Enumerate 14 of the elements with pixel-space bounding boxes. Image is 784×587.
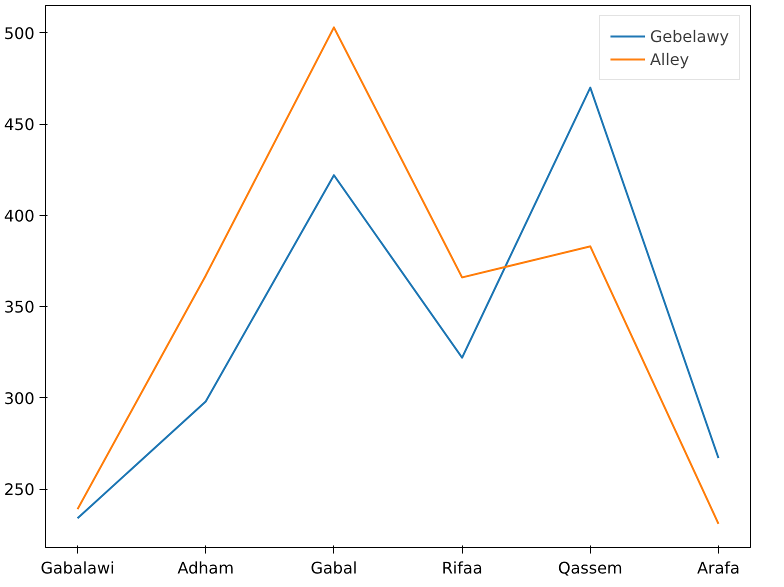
x-tick-label: Gabalawi bbox=[40, 558, 115, 578]
x-tick-label: Gabal bbox=[310, 558, 358, 578]
x-tick-label: Arafa bbox=[697, 558, 740, 578]
y-tick-label: 300 bbox=[4, 388, 35, 408]
x-tick-label: Adham bbox=[178, 558, 234, 578]
y-tick-label: 500 bbox=[4, 24, 35, 43]
x-tick-label: Qassem bbox=[558, 558, 623, 578]
y-tick-label: 350 bbox=[4, 298, 35, 317]
x-tick-label: Rifaa bbox=[442, 558, 482, 578]
legend-label: Gebelawy bbox=[650, 26, 729, 46]
y-tick-label: 400 bbox=[4, 206, 35, 226]
y-tick-label: 450 bbox=[4, 115, 35, 134]
y-tick-label: 250 bbox=[4, 480, 35, 500]
legend-label: Alley bbox=[650, 50, 690, 68]
